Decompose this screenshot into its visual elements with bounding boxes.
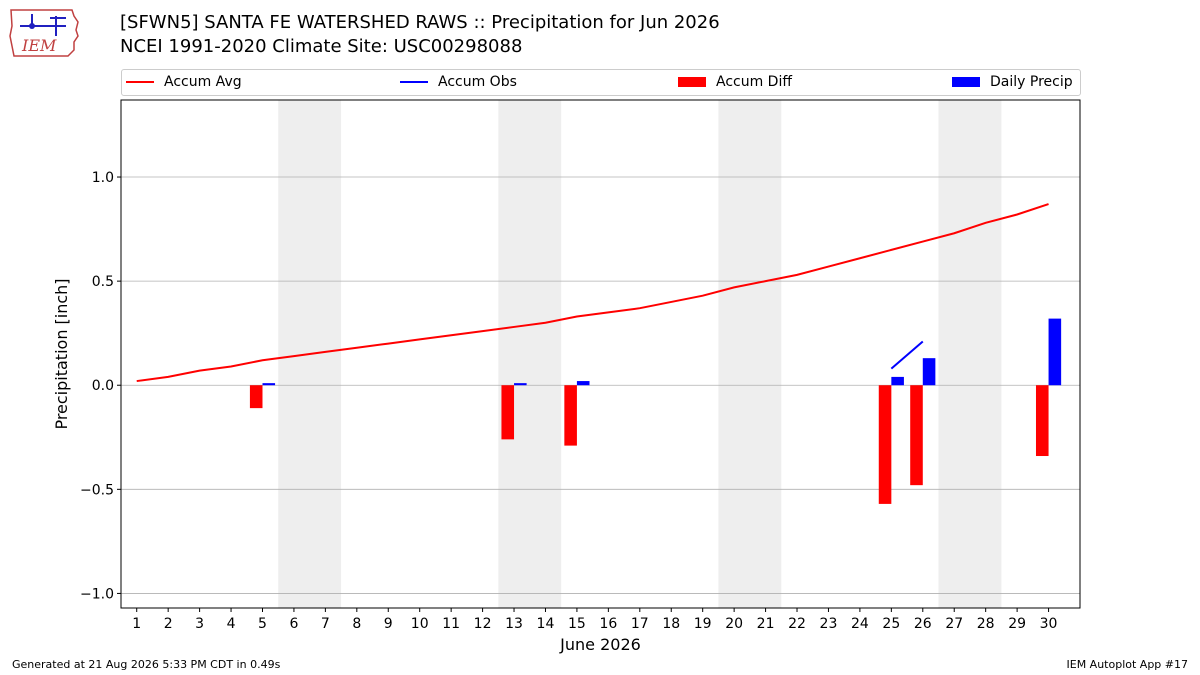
x-tick-label: 12 [474, 616, 492, 632]
y-tick-label: −1.0 [80, 586, 114, 602]
x-tick-label: 18 [662, 616, 680, 632]
x-tick-label: 17 [631, 616, 649, 632]
x-tick-label: 6 [289, 616, 298, 632]
x-tick-label: 2 [164, 616, 173, 632]
x-tick-label: 24 [851, 616, 869, 632]
accum-diff-bar [910, 385, 923, 486]
daily-precip-bar [891, 376, 904, 386]
x-tick-label: 16 [599, 616, 617, 632]
legend-swatch [126, 81, 154, 83]
x-tick-label: 13 [505, 616, 523, 632]
x-tick-label: 30 [1040, 616, 1058, 632]
legend: Accum Avg Accum Obs Accum Diff Daily Pre… [121, 69, 1081, 96]
y-tick-label: 0.5 [92, 274, 114, 290]
weekend-shade [938, 100, 1002, 608]
daily-precip-bar [514, 383, 527, 386]
accum-diff-bar [564, 385, 577, 446]
footer-generated: Generated at 21 Aug 2026 5:33 PM CDT in … [12, 658, 281, 671]
iowa-outline [9, 9, 79, 57]
accum-diff-bar [1035, 385, 1049, 457]
chart-title: [SFWN5] SANTA FE WATERSHED RAWS :: Preci… [120, 12, 720, 33]
daily-precip-bar [1048, 318, 1062, 386]
legend-label: Daily Precip [990, 74, 1073, 90]
y-tick-label: 1.0 [92, 170, 114, 186]
x-tick-label: 11 [442, 616, 460, 632]
x-tick-label: 14 [537, 616, 555, 632]
accum-avg-line [136, 203, 1049, 383]
iem-logo: IEM [9, 9, 79, 57]
y-tick-label: −0.5 [80, 482, 114, 498]
x-tick-label: 25 [882, 616, 900, 632]
legend-swatch [678, 77, 706, 87]
legend-label: Accum Obs [438, 74, 517, 90]
x-tick-label: 22 [788, 616, 806, 632]
x-tick-label: 20 [725, 616, 743, 632]
daily-precip-bar [576, 381, 590, 386]
x-tick-label: 9 [384, 616, 393, 632]
x-tick-label: 26 [914, 616, 932, 632]
legend-swatch [952, 77, 980, 87]
x-tick-label: 4 [227, 616, 236, 632]
x-tick-label: 7 [321, 616, 330, 632]
legend-swatch [400, 81, 428, 83]
accum-diff-bar [249, 385, 263, 409]
x-tick-label: 27 [945, 616, 963, 632]
footer-app: IEM Autoplot App #17 [1066, 658, 1189, 671]
x-tick-label: 10 [411, 616, 429, 632]
y-tick-label: 0.0 [92, 378, 114, 394]
weekend-shade [718, 100, 782, 608]
x-axis-label: June 2026 [559, 635, 641, 654]
x-tick-label: 5 [258, 616, 267, 632]
x-tick-label: 21 [757, 616, 775, 632]
x-tick-label: 19 [694, 616, 712, 632]
x-tick-label: 29 [1008, 616, 1026, 632]
x-tick-label: 15 [568, 616, 586, 632]
x-tick-label: 28 [977, 616, 995, 632]
legend-label: Accum Avg [164, 74, 242, 90]
daily-precip-bar [922, 358, 936, 386]
accum-diff-bar [501, 385, 515, 440]
legend-item-accum-obs: Accum Obs [400, 74, 517, 90]
x-tick-label: 1 [132, 616, 141, 632]
x-tick-label: 23 [820, 616, 838, 632]
logo-text: IEM [21, 36, 57, 55]
legend-item-accum-diff: Accum Diff [678, 74, 792, 90]
accum-diff-bar [878, 385, 892, 504]
accum-obs-line [890, 340, 924, 370]
weekend-shade [498, 100, 562, 608]
chart-subtitle: NCEI 1991-2020 Climate Site: USC00298088 [120, 36, 523, 57]
legend-item-daily-precip: Daily Precip [952, 74, 1073, 90]
x-tick-label: 8 [352, 616, 361, 632]
legend-label: Accum Diff [716, 74, 793, 90]
plot-frame [120, 99, 1081, 609]
legend-item-accum-avg: Accum Avg [126, 74, 242, 90]
x-tick-label: 3 [195, 616, 204, 632]
y-axis-label: Precipitation [inch] [52, 278, 71, 429]
daily-precip-bar [262, 383, 276, 386]
